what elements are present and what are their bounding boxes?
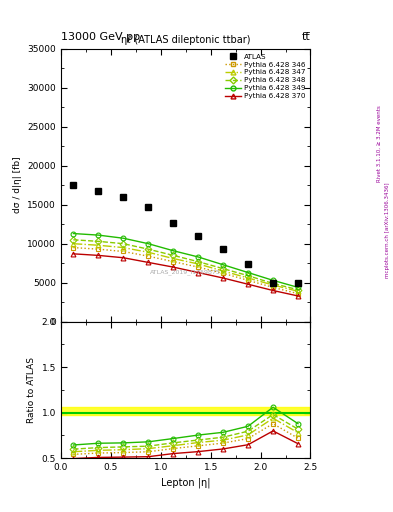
X-axis label: Lepton |η|: Lepton |η| [161,478,210,488]
Text: 13000 GeV pp: 13000 GeV pp [61,32,140,42]
Text: Rivet 3.1.10, ≥ 3.2M events: Rivet 3.1.10, ≥ 3.2M events [377,105,382,182]
Title: ηℓ (ATLAS dileptonic ttbar): ηℓ (ATLAS dileptonic ttbar) [121,35,250,45]
Text: ATLAS_2019_I1759875: ATLAS_2019_I1759875 [150,270,221,275]
Y-axis label: Ratio to ATLAS: Ratio to ATLAS [27,357,36,423]
Bar [61,407,310,415]
Text: tt̅: tt̅ [302,32,310,42]
Text: mcplots.cern.ch [arXiv:1306.3436]: mcplots.cern.ch [arXiv:1306.3436] [385,183,389,278]
Y-axis label: dσ / d|η| [fb]: dσ / d|η| [fb] [13,157,22,214]
Legend: ATLAS, Pythia 6.428 346, Pythia 6.428 347, Pythia 6.428 348, Pythia 6.428 349, P: ATLAS, Pythia 6.428 346, Pythia 6.428 34… [224,52,307,100]
